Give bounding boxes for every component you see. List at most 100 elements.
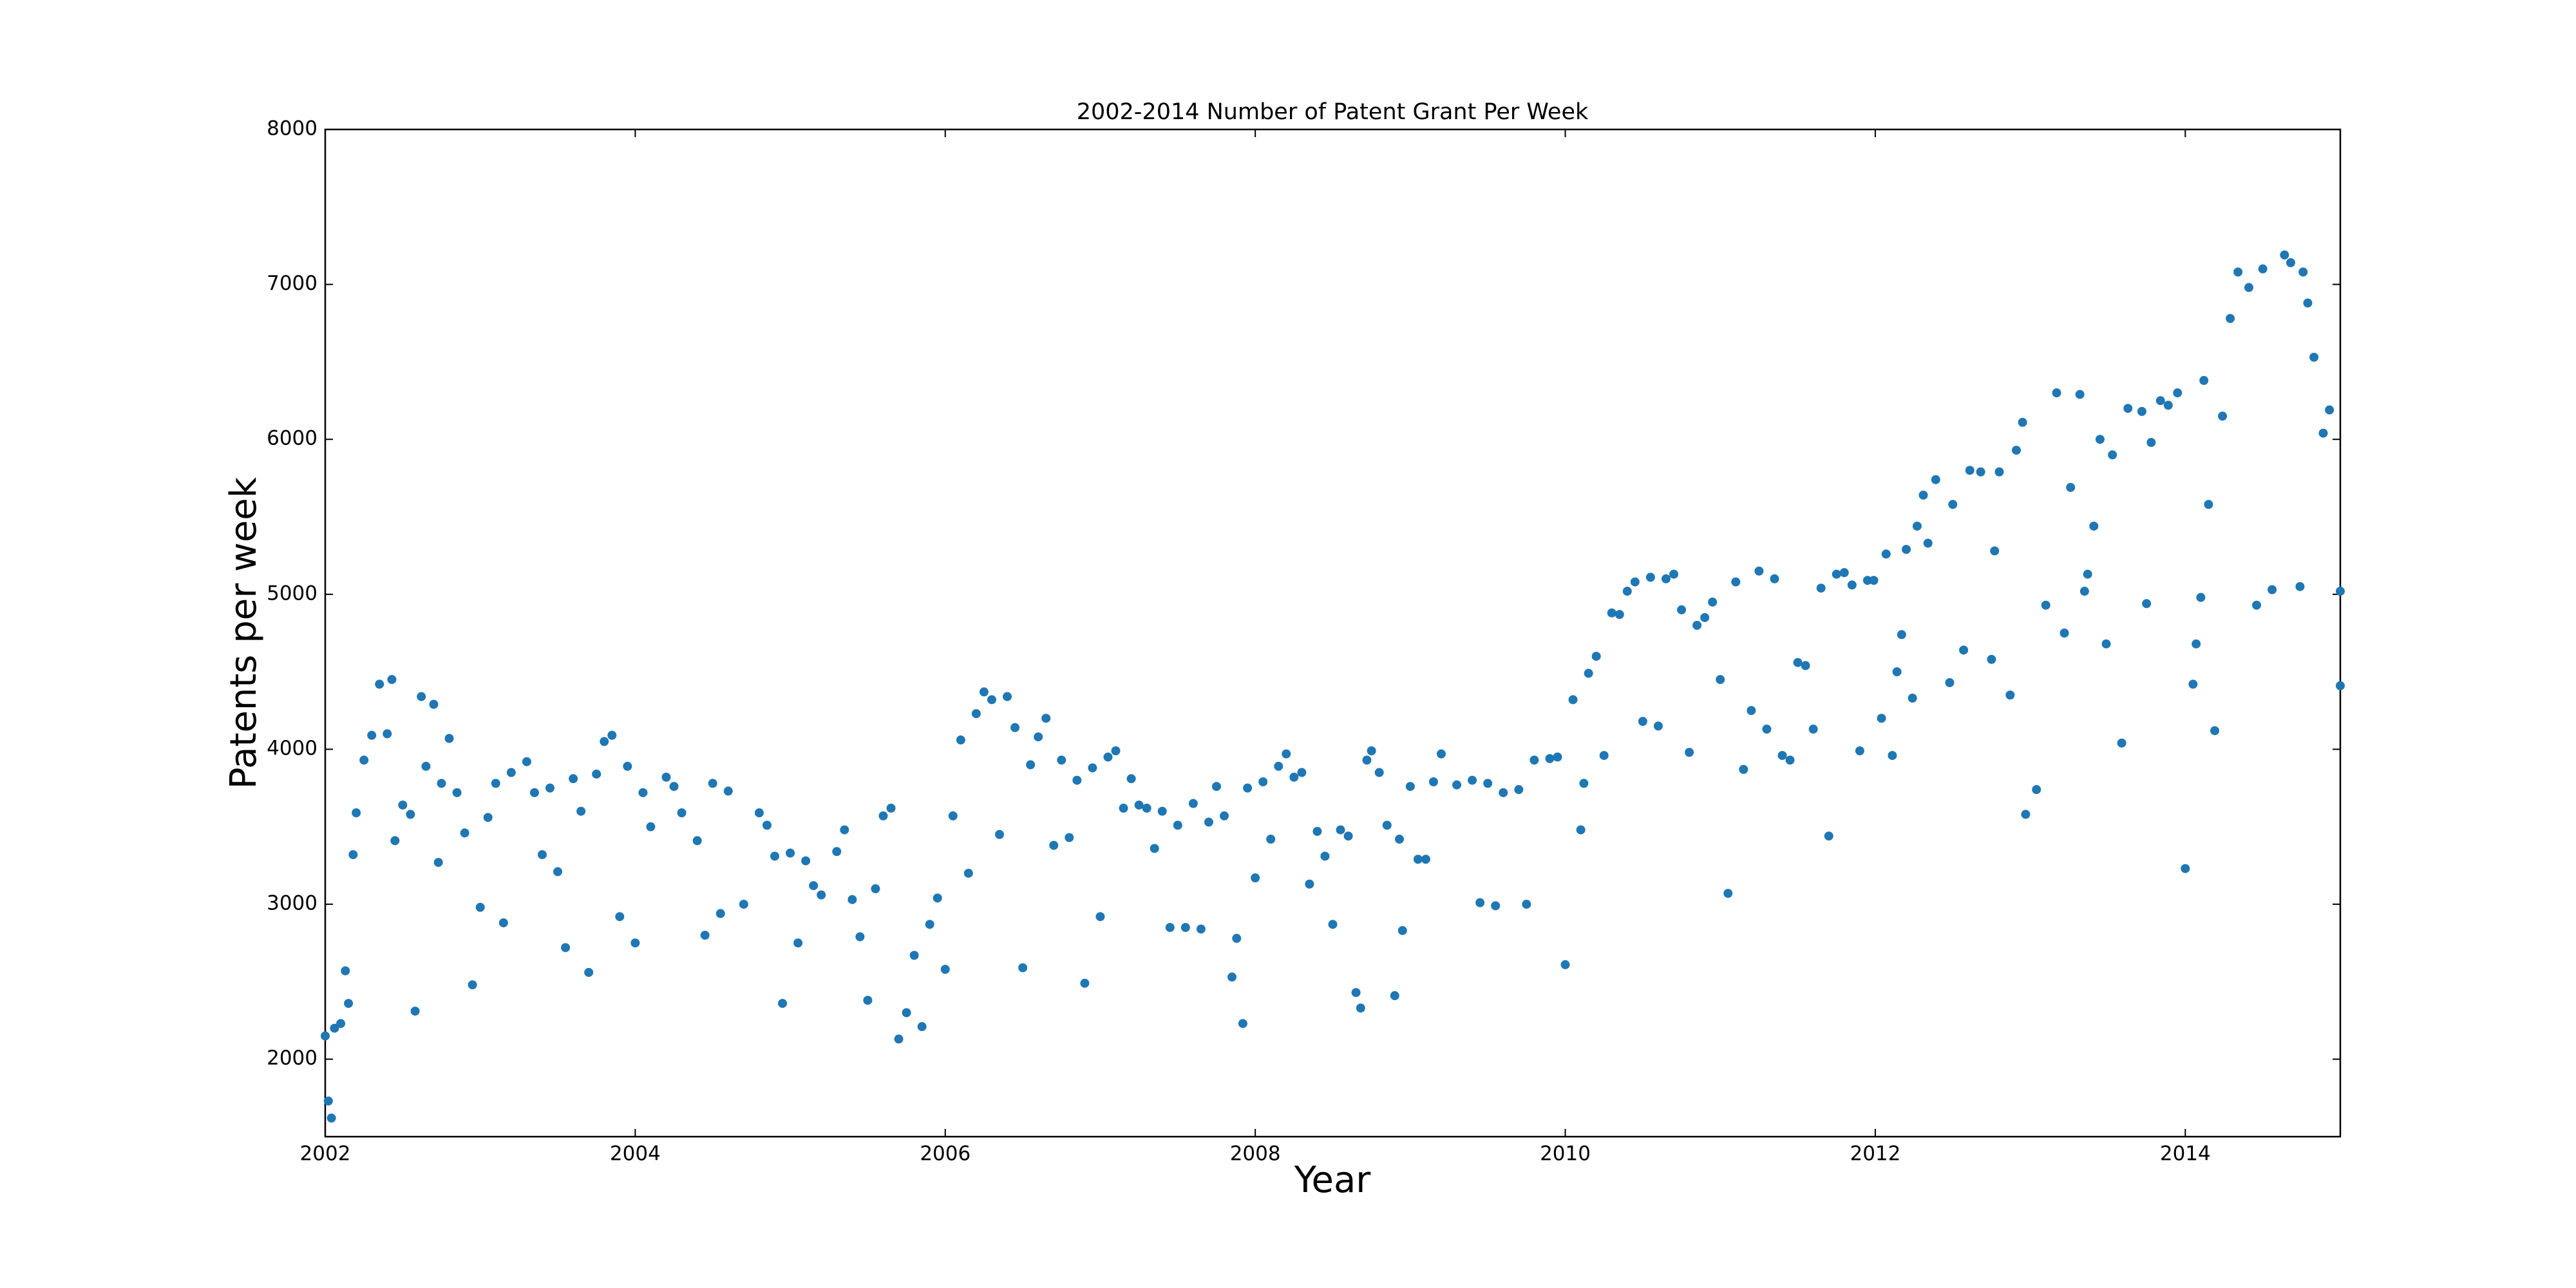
data-point — [476, 903, 484, 911]
data-point — [585, 968, 593, 976]
data-point — [956, 736, 965, 744]
data-point — [1709, 598, 1717, 606]
data-point — [460, 829, 469, 837]
x-tick-label: 2008 — [1230, 1142, 1281, 1166]
data-point — [1888, 752, 1897, 760]
data-point — [1453, 781, 1461, 789]
data-point — [2200, 376, 2208, 384]
data-point — [1274, 762, 1283, 770]
data-point — [1363, 756, 1371, 764]
data-point — [2234, 268, 2242, 276]
data-point — [569, 775, 578, 783]
data-point — [2076, 390, 2084, 399]
x-tick-label: 2006 — [920, 1142, 971, 1166]
data-point — [871, 885, 880, 893]
data-point — [1290, 773, 1298, 781]
data-point — [1995, 468, 2003, 476]
data-point — [1662, 574, 1670, 583]
data-point — [739, 900, 748, 909]
y-axis-label: Patents per week — [223, 477, 265, 789]
data-point — [1398, 926, 1406, 934]
data-point — [1515, 786, 1523, 794]
data-point — [2280, 251, 2289, 259]
data-point — [1592, 652, 1600, 661]
data-point — [755, 809, 763, 817]
data-point — [1011, 723, 1019, 732]
data-point — [1112, 746, 1120, 755]
data-point — [399, 801, 407, 810]
data-point — [1770, 574, 1779, 583]
data-point — [337, 1019, 345, 1028]
data-point — [802, 857, 810, 865]
data-point — [724, 787, 732, 795]
data-point — [1027, 761, 1035, 769]
data-point — [1499, 788, 1508, 797]
data-point — [1282, 750, 1291, 758]
data-point — [701, 931, 709, 940]
data-point — [1522, 900, 1531, 909]
data-point — [1739, 765, 1748, 773]
data-point — [639, 788, 647, 797]
data-point — [1173, 821, 1182, 829]
data-point — [2137, 407, 2146, 415]
data-point — [794, 939, 802, 947]
data-point — [554, 867, 562, 876]
data-point — [887, 804, 895, 812]
data-point — [1321, 852, 1329, 860]
data-point — [2244, 283, 2253, 292]
data-point — [2147, 439, 2155, 447]
chart-title: 2002-2014 Number of Patent Grant Per Wee… — [1077, 99, 1589, 125]
data-point — [1855, 746, 1864, 755]
data-point — [2211, 726, 2219, 735]
x-tick-label: 2002 — [300, 1142, 351, 1166]
y-tick-label: 8000 — [267, 117, 317, 140]
data-point — [1298, 768, 1306, 777]
data-point — [491, 779, 500, 788]
data-point — [327, 1114, 336, 1122]
data-point — [1530, 756, 1539, 764]
data-point — [631, 939, 639, 947]
data-point — [522, 757, 531, 766]
data-point — [1919, 491, 1927, 499]
data-point — [1638, 717, 1647, 726]
data-point — [941, 965, 949, 974]
data-point — [1003, 692, 1012, 701]
data-point — [1801, 661, 1810, 670]
data-point — [434, 858, 442, 867]
data-point — [577, 807, 585, 815]
data-point — [856, 933, 864, 941]
data-point — [1468, 776, 1477, 784]
data-point — [708, 779, 717, 788]
data-point — [1197, 925, 1205, 933]
data-point — [1476, 898, 1484, 907]
data-point — [833, 848, 841, 856]
data-point — [1546, 754, 1554, 762]
data-point — [2204, 500, 2213, 509]
data-point — [2022, 810, 2030, 819]
data-point — [980, 688, 988, 696]
data-point — [987, 696, 996, 704]
data-point — [1034, 733, 1043, 741]
data-point — [1882, 550, 1890, 558]
data-point — [437, 779, 446, 788]
data-point — [786, 849, 795, 857]
data-point — [321, 1032, 330, 1040]
data-point — [1960, 646, 1968, 654]
data-point — [1678, 605, 1686, 614]
data-point — [1693, 621, 1701, 629]
x-tick-label: 2004 — [610, 1142, 661, 1166]
data-point — [1406, 782, 1414, 791]
data-point — [1747, 706, 1756, 715]
data-point — [716, 909, 724, 918]
data-point — [677, 809, 686, 817]
data-point — [1778, 752, 1786, 760]
data-point — [918, 1023, 926, 1031]
data-point — [1870, 576, 1878, 585]
data-point — [2108, 451, 2117, 459]
data-point — [1142, 804, 1151, 812]
y-tick-label: 3000 — [267, 892, 317, 915]
data-point — [1395, 835, 1403, 844]
data-point — [1654, 722, 1662, 730]
data-point — [1908, 694, 1917, 703]
